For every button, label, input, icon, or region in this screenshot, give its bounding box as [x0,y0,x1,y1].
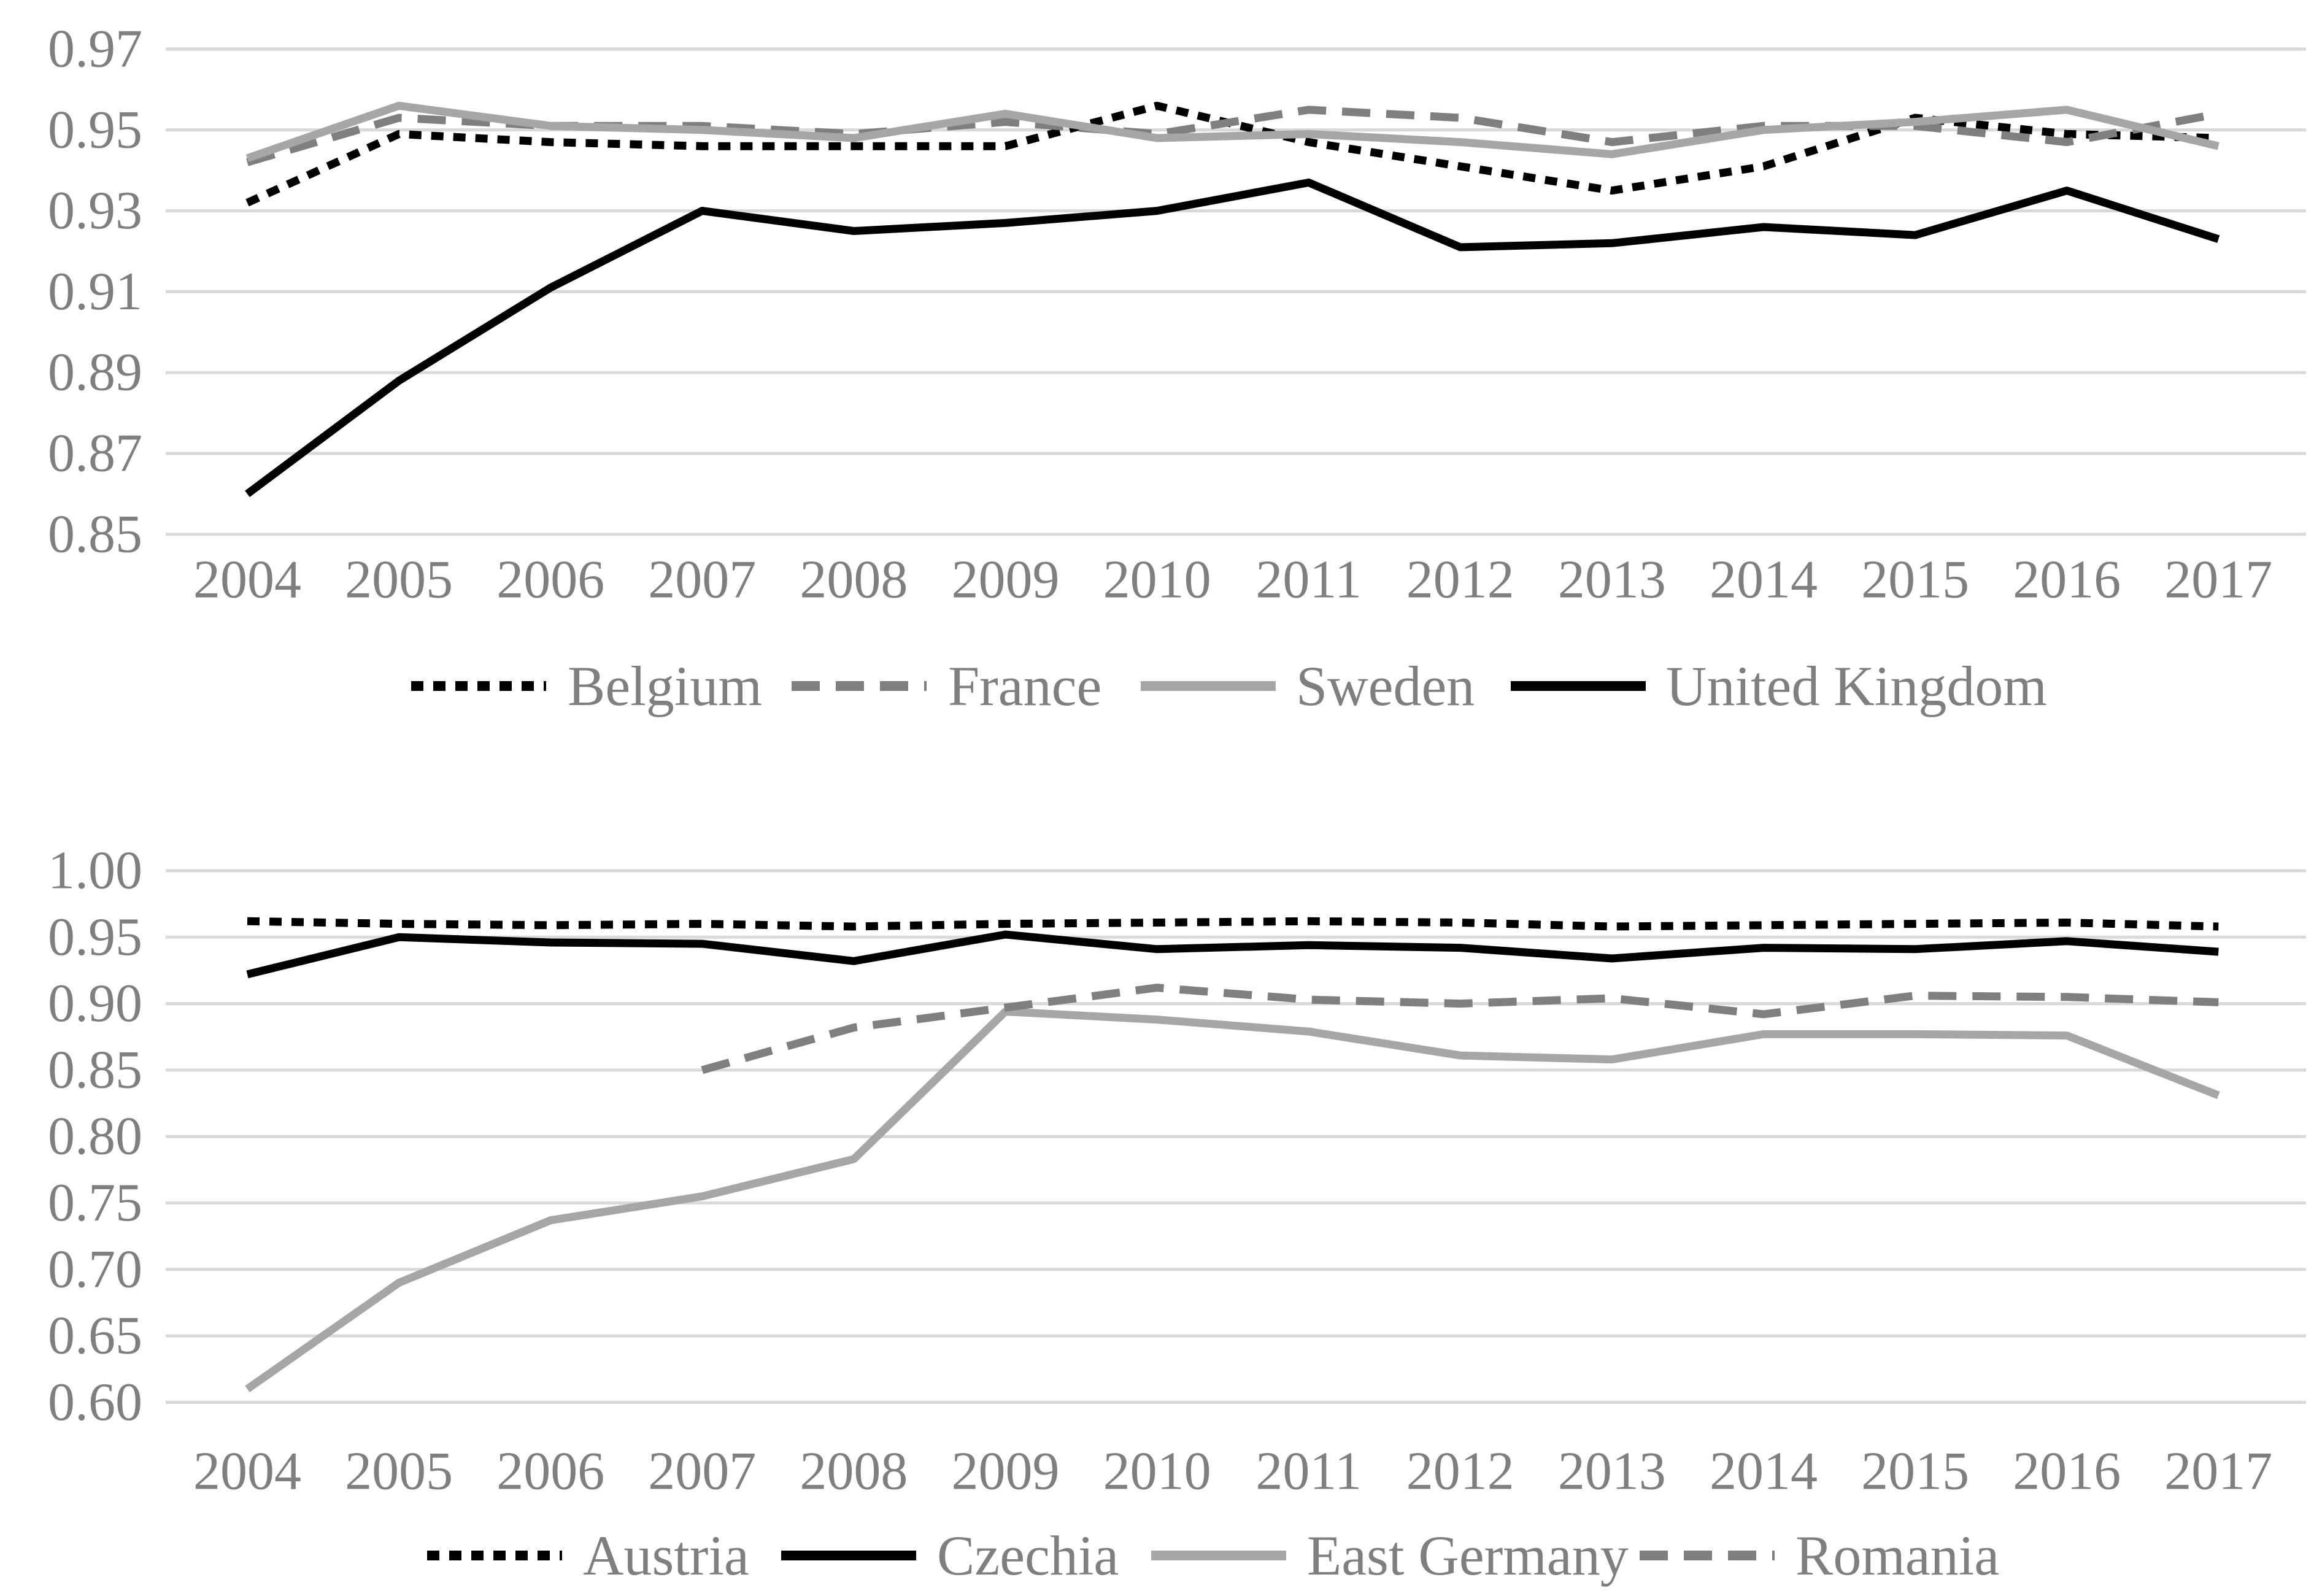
bottom-xtick-label-2006: 2006 [496,1442,604,1502]
bottom-series-line-czechia [246,930,2219,979]
bottom-series-line-romania [701,984,2219,1074]
bottom-xtick-label-2014: 2014 [1710,1442,1818,1502]
bottom-xtick-label-2016: 2016 [2013,1442,2121,1502]
bottom-xtick-label-2012: 2012 [1406,1442,1514,1502]
top-legend: Belgium France Sweden United Kingdom [411,655,2047,717]
top-xtick-label-2013: 2013 [1558,550,1666,610]
bottom-ytick-label-0.80: 0.80 [48,1107,142,1166]
bottom-ytick-label-0.70: 0.70 [48,1239,142,1299]
bottom-series-line-austria [247,917,2219,931]
top-xtick-label-2010: 2010 [1103,550,1211,610]
top-ytick-label-0.91: 0.91 [48,262,142,322]
top-xtick-label-2005: 2005 [345,550,453,610]
top-series-line-united-kingdom [245,179,2220,498]
top-series-line-sweden [245,101,2220,163]
top-xtick-label-2015: 2015 [1861,550,1969,610]
top-xtick-label-2007: 2007 [648,550,756,610]
top-ytick-label-0.93: 0.93 [48,181,142,241]
bottom-xtick-label-2011: 2011 [1255,1442,1362,1502]
legend-label-france: France [948,655,1101,717]
bottom-ytick-label-0.90: 0.90 [48,974,142,1033]
legend-label-austria: Austria [583,1524,749,1587]
bottom-ytick-label-0.95: 0.95 [48,908,142,967]
top-xtick-label-2011: 2011 [1255,550,1362,610]
bottom-ytick-label-0.75: 0.75 [48,1173,142,1233]
legend-label-belgium: Belgium [568,655,762,717]
top-ytick-label-0.87: 0.87 [48,424,142,484]
legend-label-east-germany: East Germany [1307,1524,1629,1587]
legend-label-sweden: Sweden [1296,655,1475,717]
top-ytick-label-0.85: 0.85 [48,504,142,564]
bottom-ytick-label-0.65: 0.65 [48,1306,142,1366]
bottom-series-line-east-germany [245,1008,2220,1393]
bottom-xtick-label-2017: 2017 [2164,1442,2272,1502]
bottom-ytick-label-0.60: 0.60 [48,1373,142,1432]
top-xtick-label-2009: 2009 [952,550,1060,610]
top-xtick-label-2006: 2006 [496,550,604,610]
bottom-xtick-label-2008: 2008 [800,1442,908,1502]
top-xtick-label-2008: 2008 [800,550,908,610]
bottom-xtick-label-2004: 2004 [193,1442,301,1502]
top-xtick-label-2016: 2016 [2013,550,2121,610]
bottom-ytick-label-0.85: 0.85 [48,1040,142,1100]
bottom-xtick-label-2013: 2013 [1558,1442,1666,1502]
top-xtick-label-2014: 2014 [1710,550,1818,610]
legend-label-united-kingdom: United Kingdom [1666,655,2047,717]
top-ytick-label-0.89: 0.89 [48,343,142,403]
legend-label-czechia: Czechia [937,1524,1119,1587]
legend-label-romania: Romania [1795,1524,1999,1587]
bottom-xtick-label-2010: 2010 [1103,1442,1211,1502]
bottom-xtick-label-2007: 2007 [648,1442,756,1502]
bottom-chart: 1.00 0.95 0.90 0.85 0.80 0.750.70 0.65 0.60 2004… [48,841,2306,1502]
bottom-xtick-label-2005: 2005 [345,1442,453,1502]
bottom-xtick-label-2015: 2015 [1861,1442,1969,1502]
top-ytick-label-0.97: 0.97 [48,20,142,79]
top-xtick-label-2017: 2017 [2164,550,2272,610]
bottom-legend: Austria Czechia East Germany Romania [427,1524,1999,1587]
bottom-xtick-label-2009: 2009 [952,1442,1060,1502]
top-ytick-label-0.95: 0.95 [48,100,142,160]
top-xtick-label-2012: 2012 [1406,550,1514,610]
top-xtick-label-2004: 2004 [193,550,301,610]
top-chart: 0.97 0.95 0.93 0.91 0.89 0.87 0.85 2004 2005 2006… [48,20,2306,610]
bottom-ytick-label-1.00: 1.00 [48,841,142,901]
